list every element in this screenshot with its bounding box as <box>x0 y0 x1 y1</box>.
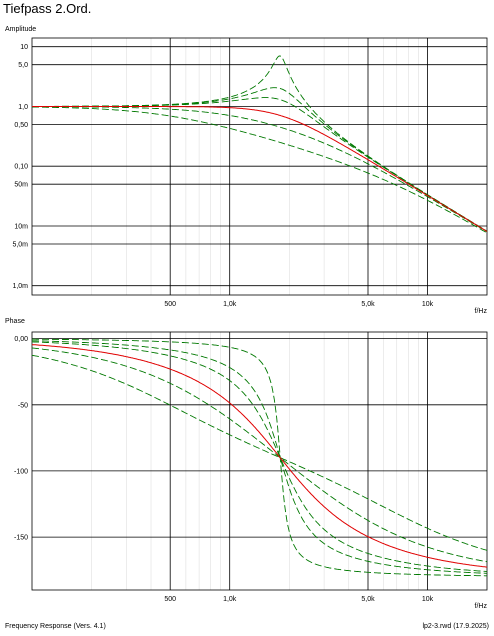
amplitude-x-tick-label: 5,0k <box>361 301 375 308</box>
amplitude-series-line-q7 <box>32 55 488 232</box>
amplitude-chart: 500 1,0k 5,0k 10k 10 5,0 1,0 0,50 0,10 50m 10m 5,0m… <box>12 37 488 315</box>
amplitude-y-tick-label: 0,10 <box>14 164 28 171</box>
amplitude-y-tick-label: 1,0 <box>18 104 28 111</box>
phase-series-line-q0_25 <box>31 354 488 551</box>
amplitude-axis-title: Amplitude <box>5 26 37 33</box>
amplitude-x-tick-label: 1,0k <box>223 301 237 308</box>
phase-x-tick-label: 5,0k <box>361 596 375 603</box>
amplitude-series-line-q2 <box>32 87 488 232</box>
phase-series-line-q1_3 <box>32 341 488 572</box>
amplitude-y-tick-label: 10m <box>14 224 28 231</box>
phase-minor-grid <box>91 332 428 590</box>
phase-axis-title: Phase <box>5 318 25 325</box>
amplitude-y-tick-label: 0,50 <box>14 122 28 129</box>
amplitude-y-tick-label: 5,0m <box>12 242 28 249</box>
phase-y-tick-label: -100 <box>14 468 28 475</box>
phase-series-line-q2 <box>31 340 487 574</box>
amplitude-y-tick-label: 5,0 <box>18 62 28 69</box>
phase-y-tick-label: -50 <box>18 402 28 409</box>
phase-x-unit-label: f/Hz <box>475 603 488 610</box>
amplitude-x-tick-label: 10k <box>422 301 434 308</box>
amplitude-series-line-q0_707 <box>32 106 488 232</box>
phase-plot-frame <box>31 331 488 591</box>
page-title: Tiefpass 2.Ord. <box>3 1 92 16</box>
phase-y-tick-label: -150 <box>14 535 28 542</box>
amplitude-series-line-q1_3 <box>32 97 488 232</box>
footer-version: Frequency Response (Vers. 4.1) <box>5 623 106 630</box>
phase-y-tick-label: 0,00 <box>14 336 28 343</box>
amplitude-y-tick-label: 50m <box>14 182 28 189</box>
amplitude-y-tick-label: 1,0m <box>12 283 28 290</box>
amplitude-x-tick-label: 500 <box>164 301 176 308</box>
phase-chart: 500 1,0k 5,0k 10k 0,00 -50 -100 -150 f/Hz <box>14 331 488 610</box>
footer-file: lp2-3.rwd (17.9.2025) <box>422 623 489 630</box>
amplitude-y-tick-label: 10 <box>20 44 28 51</box>
phase-x-tick-label: 10k <box>422 596 434 603</box>
amplitude-x-unit-label: f/Hz <box>475 308 488 315</box>
phase-series-line-q0_45 <box>31 347 488 563</box>
amplitude-series-line-q0_45 <box>32 106 488 233</box>
amplitude-series-line-q0_25 <box>32 106 488 234</box>
amplitude-plot-frame <box>31 37 488 296</box>
phase-series-line-q7 <box>32 338 487 577</box>
phase-x-tick-label: 1,0k <box>223 596 237 603</box>
phase-series-line-q0_707 <box>31 344 488 568</box>
phase-x-tick-label: 500 <box>164 596 176 603</box>
